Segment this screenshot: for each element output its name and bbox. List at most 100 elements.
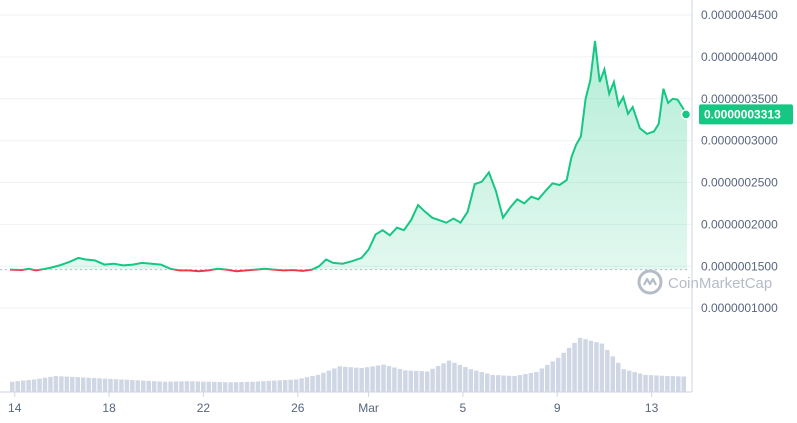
current-price-badge: [699, 104, 793, 125]
volume-bar: [457, 364, 463, 392]
volume-bar: [370, 366, 375, 392]
volume-bar: [665, 376, 670, 392]
volume-bar: [326, 370, 332, 392]
volume-bar: [463, 367, 468, 392]
volume-bar: [141, 380, 146, 392]
x-axis-ticks: 14 18 22 26 Mar 5 9 13: [8, 392, 659, 415]
volume-bar: [261, 381, 266, 392]
volume-bar: [403, 370, 408, 392]
volume-bar: [359, 368, 364, 392]
volume-bar: [59, 376, 64, 392]
volume-bar: [80, 377, 86, 392]
volume-bar: [217, 382, 222, 392]
volume-bar: [348, 367, 353, 392]
volume-bar: [277, 380, 282, 392]
volume-bar: [452, 362, 457, 392]
volume-bar: [408, 370, 414, 392]
volume-bar: [239, 382, 244, 392]
volume-bar: [637, 373, 643, 392]
volume-bar: [545, 364, 550, 392]
volume-bar: [523, 374, 528, 392]
volume-bar: [550, 361, 555, 392]
volume-bar: [201, 381, 206, 392]
volume-bar: [594, 342, 599, 392]
volume-bar: [648, 375, 654, 392]
price-line-up: [9, 40, 688, 270]
volume-bar: [157, 381, 162, 392]
current-price-dot: [680, 109, 692, 120]
volume-bar: [228, 382, 233, 392]
volume-bar: [605, 349, 610, 392]
current-price-value: 0.0000003313: [704, 107, 781, 121]
volume-bar: [512, 376, 517, 392]
y-tick-label: 0.0000001000: [701, 301, 778, 315]
volume-bar: [75, 377, 80, 392]
volume-bar: [643, 374, 648, 392]
volume-bar: [588, 340, 594, 392]
watermark: CoinMarketCap: [637, 269, 772, 295]
volume-bar: [288, 379, 293, 392]
x-tick-label: 14: [8, 401, 22, 415]
volume-bar: [10, 381, 15, 392]
volume-bar: [397, 368, 403, 392]
volume-bar: [654, 375, 659, 392]
volume-bar: [135, 380, 141, 392]
volume-bar: [583, 339, 588, 392]
x-tick-label: 18: [102, 401, 116, 415]
volume-bar: [572, 342, 577, 392]
volume-bar: [392, 367, 397, 392]
volume-bar: [272, 380, 277, 392]
volume-bar: [381, 364, 386, 392]
volume-bar: [621, 369, 626, 392]
volume-bar: [659, 375, 665, 392]
volume-bar: [233, 382, 239, 392]
volume-bar: [446, 360, 452, 392]
volume-bar: [555, 357, 561, 392]
y-tick-label: 0.0000002500: [701, 176, 778, 190]
volume-bar: [70, 376, 75, 392]
x-tick-label: 26: [291, 401, 305, 415]
y-tick-label: 0.0000003000: [701, 134, 778, 148]
volume-bar: [212, 381, 217, 392]
volume-bar: [119, 379, 124, 392]
volume-bar: [173, 381, 179, 392]
volume-bar: [168, 381, 173, 392]
volume-bar: [375, 365, 381, 392]
volume-bar: [539, 368, 545, 392]
volume-bar: [310, 376, 315, 392]
volume-bar: [528, 373, 534, 392]
volume-bar: [332, 368, 337, 392]
y-tick-label: 0.0000002000: [701, 217, 778, 231]
volume-bar: [20, 380, 26, 392]
y-tick-label: 0.0000004000: [701, 50, 778, 64]
volume-bar: [244, 381, 250, 392]
volume-bar: [293, 379, 299, 392]
volume-bar: [632, 372, 637, 392]
volume-bar: [474, 370, 479, 392]
volume-bar: [479, 372, 484, 392]
volume-bar: [266, 380, 272, 392]
volume-bar: [468, 369, 474, 392]
x-tick-label: 9: [554, 401, 561, 415]
volume-bar: [37, 378, 42, 392]
volume-bar: [151, 381, 157, 392]
volume-bar: [86, 377, 91, 392]
x-tick-label: Mar: [358, 401, 379, 415]
volume-bar: [386, 366, 392, 392]
volume-bar: [146, 380, 151, 392]
price-area-fill: [10, 41, 687, 270]
volume-bar: [91, 378, 97, 392]
volume-bar: [484, 373, 490, 392]
volume-bar: [534, 372, 539, 392]
volume-bar: [566, 347, 572, 392]
volume-bar: [195, 381, 201, 392]
volume-bar: [42, 377, 48, 392]
volume-bar: [321, 372, 326, 392]
watermark-brand: CoinMarketCap: [668, 275, 772, 292]
volume-bars: [10, 337, 686, 392]
volume-bar: [304, 377, 310, 392]
volume-bar: [495, 375, 501, 392]
volume-bar: [676, 376, 681, 392]
volume-bar: [53, 376, 59, 392]
